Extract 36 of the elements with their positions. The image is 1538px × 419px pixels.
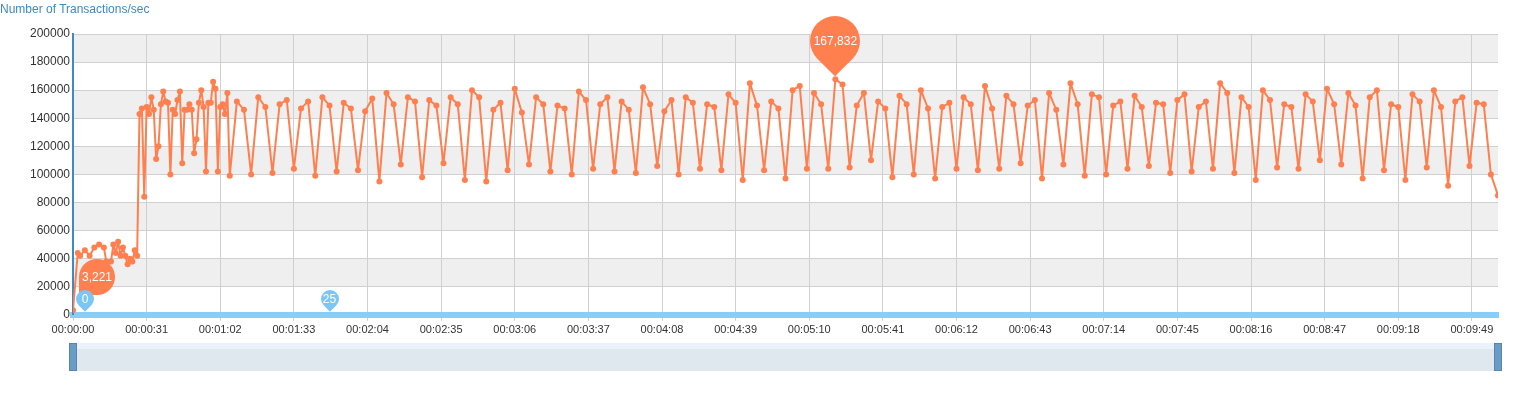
- x-tick-label: 00:09:49: [1450, 323, 1494, 336]
- y-tick-label: 160000: [29, 82, 71, 97]
- x-tick-label: 00:07:45: [1155, 323, 1199, 336]
- y-tick-label: 100000: [29, 166, 71, 181]
- y-tick-label: 0: [63, 307, 71, 322]
- y-tick-label: 120000: [29, 138, 71, 153]
- x-tick-label: 00:03:06: [493, 323, 537, 336]
- annotation: 167,832: [813, 33, 858, 48]
- x-tick-label: 00:05:41: [861, 323, 905, 336]
- x-tick-label: 00:09:18: [1376, 323, 1420, 336]
- annotation: 25: [322, 292, 337, 307]
- x-tick-label: 00:01:02: [198, 323, 242, 336]
- annotation: 3,221: [81, 270, 113, 285]
- x-tick-label: 00:02:04: [346, 323, 389, 336]
- x-tick-label: 00:00:31: [125, 323, 169, 336]
- y-tick-label: 40000: [36, 250, 71, 265]
- x-tick-label: 00:06:12: [935, 323, 978, 336]
- x-tick-label: 00:00:00: [51, 323, 95, 336]
- y-tick-label: 140000: [29, 110, 71, 125]
- y-tick-label: 80000: [36, 194, 71, 209]
- x-tick-label: 00:05:10: [787, 323, 831, 336]
- y-axis-title: Number of Transactions/sec: [0, 2, 150, 17]
- y-tick-label: 200000: [29, 26, 71, 41]
- x-tick-label: 00:03:37: [566, 323, 610, 336]
- x-tick-label: 00:08:16: [1229, 323, 1273, 336]
- x-tick-label: 00:01:33: [272, 323, 316, 336]
- y-tick-label: 20000: [36, 279, 71, 294]
- x-tick-label: 00:02:35: [419, 323, 463, 336]
- x-tick-label: 00:04:39: [714, 323, 758, 336]
- y-tick-label: 60000: [36, 222, 71, 237]
- annotation: 0: [81, 292, 89, 307]
- x-tick-label: 00:06:43: [1008, 323, 1052, 336]
- x-tick-label: 00:07:14: [1082, 323, 1126, 336]
- y-tick-label: 180000: [29, 54, 71, 69]
- x-tick-label: 00:04:08: [640, 323, 684, 336]
- x-tick-label: 00:08:47: [1303, 323, 1347, 336]
